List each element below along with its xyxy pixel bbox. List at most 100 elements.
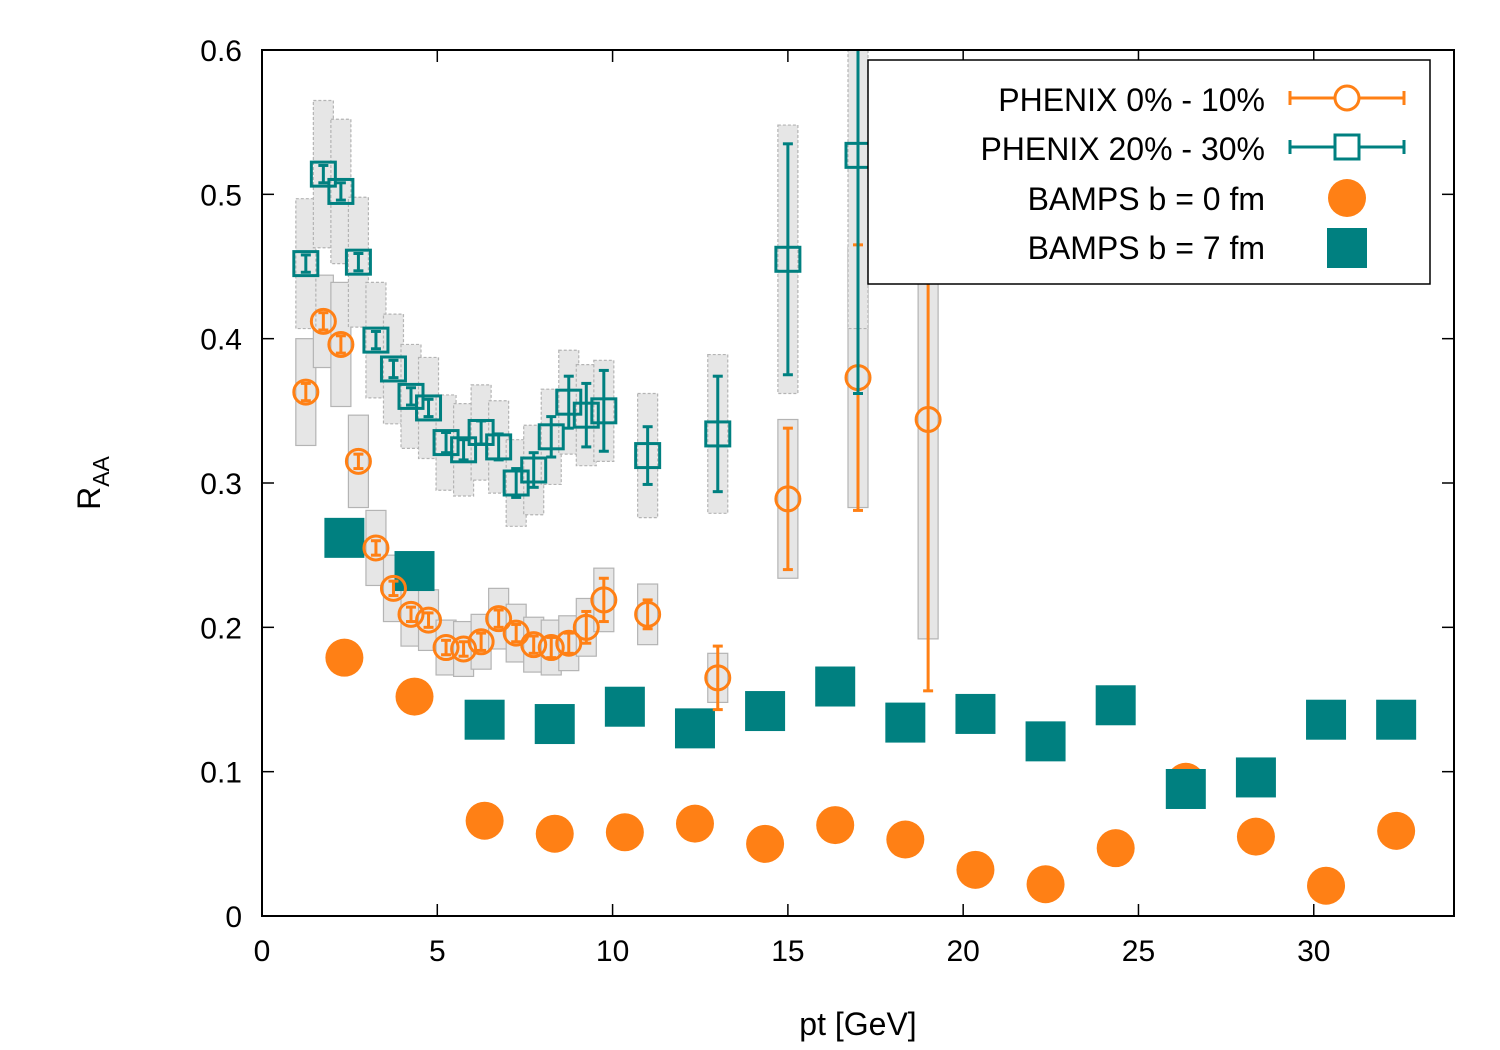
x-tick-label: 20: [946, 935, 979, 968]
phenix-mid-point: [634, 442, 662, 470]
phenix-mid-point: [432, 429, 460, 457]
phenix-mid-point: [467, 418, 495, 446]
legend-sample-open-square: [1333, 133, 1361, 161]
phenix-central-point: [450, 635, 478, 663]
phenix-mid-point: [344, 248, 372, 276]
y-tick-label: 0: [225, 901, 242, 934]
bamps-b7-point: [674, 708, 715, 749]
bamps-b7-point: [394, 551, 435, 592]
bamps-b0-point: [1307, 866, 1346, 905]
bamps-b0-point: [1026, 865, 1065, 904]
phenix-mid-point: [485, 433, 513, 461]
phenix-central-point: [467, 628, 495, 656]
bamps-b7-point: [1095, 685, 1136, 726]
bamps-b0-point: [535, 814, 574, 853]
phenix-mid-errorbar: [642, 425, 653, 486]
phenix-central-point: [520, 631, 548, 659]
phenix-mid-point: [450, 436, 478, 464]
x-tick-label: 0: [254, 935, 271, 968]
bamps-b7-point: [815, 666, 856, 707]
bamps-b7-point: [885, 702, 926, 743]
y-tick-label: 0.5: [200, 179, 242, 212]
x-tick-label: 25: [1122, 935, 1155, 968]
phenix-central-point: [704, 664, 732, 692]
legend: PHENIX 0% - 10% PHENIX 20% - 30% BAMPS b…: [867, 59, 1431, 285]
phenix-mid-errorbar: [300, 253, 311, 274]
bamps-b7-point: [534, 704, 575, 745]
phenix-mid-point: [327, 177, 355, 205]
phenix-central-errorbar: [712, 644, 723, 712]
y-axis-title-main: R: [71, 487, 107, 510]
bamps-b0-point: [605, 813, 644, 852]
legend-label-phenix-central: PHENIX 0% - 10%: [998, 82, 1265, 118]
x-tick-label: 5: [429, 935, 446, 968]
phenix-central-errorbar: [642, 598, 653, 631]
phenix-mid-point: [572, 401, 600, 429]
phenix-central-errorbar: [406, 605, 416, 624]
phenix-central-errorbar: [318, 311, 329, 332]
phenix-central-point: [397, 600, 425, 628]
phenix-central-errorbar: [476, 631, 487, 652]
phenix-central-point: [344, 447, 372, 475]
phenix-mid-errorbar: [388, 358, 399, 380]
phenix-mid-errorbar: [318, 163, 329, 185]
legend-sample-filled-circle: [1328, 179, 1366, 217]
phenix-central-errorbar: [335, 334, 346, 355]
phenix-mid-point: [309, 160, 337, 188]
phenix-mid-point: [774, 245, 802, 273]
bamps-b7-point: [604, 686, 645, 727]
legend-sample-open-circle: [1333, 84, 1361, 112]
phenix-central-errorbar: [370, 539, 381, 557]
phenix-mid-point: [379, 355, 407, 383]
phenix-mid-point: [415, 394, 443, 422]
phenix-central-point: [309, 307, 337, 335]
y-axis-ticks: 0 0.1 0.2 0.3 0.4 0.5 0.6: [200, 35, 1454, 934]
phenix-central-errorbar: [441, 638, 452, 657]
phenix-central-point: [485, 605, 513, 633]
phenix-central-point: [292, 378, 320, 406]
bamps-b0-point: [325, 638, 364, 677]
legend-label-bamps-b0: BAMPS b = 0 fm: [1028, 181, 1265, 217]
bamps-b0-point: [746, 824, 785, 863]
legend-label-bamps-b7: BAMPS b = 7 fm: [1028, 230, 1265, 266]
y-tick-label: 0.1: [200, 757, 242, 790]
bamps-b0-point: [1377, 811, 1416, 850]
bamps-b0-point: [1096, 829, 1135, 868]
bamps-b7-point: [1235, 757, 1276, 798]
data-markers: [292, 50, 1417, 905]
phenix-mid-point: [292, 250, 320, 278]
phenix-central-errorbar: [388, 579, 399, 598]
phenix-mid-errorbar: [511, 467, 522, 499]
bamps-b7-point: [464, 699, 505, 740]
bamps-b0-point: [465, 801, 504, 840]
phenix-mid-point: [537, 423, 565, 451]
x-tick-label: 15: [771, 935, 804, 968]
bamps-b0-point: [395, 677, 434, 716]
x-axis-title: pt [GeV]: [799, 1006, 916, 1042]
phenix-mid-errorbar: [335, 181, 346, 202]
phenix-mid-errorbar: [712, 374, 723, 494]
phenix-central-errorbar: [782, 426, 793, 572]
y-tick-label: 0.3: [200, 468, 242, 501]
y-tick-label: 0.2: [200, 612, 242, 645]
bamps-b7-point: [1165, 768, 1206, 809]
phenix-central-errorbar: [493, 608, 504, 629]
phenix-mid-errorbar: [563, 374, 574, 430]
phenix-central-point: [555, 629, 583, 657]
phenix-central-errorbar: [300, 381, 311, 403]
phenix-mid-errorbar: [782, 142, 793, 377]
phenix-central-point: [634, 600, 662, 628]
legend-samples: [1288, 84, 1406, 268]
bamps-b0-point: [1236, 817, 1275, 856]
x-axis-ticks: 0 5 10 15 20 25 30: [254, 50, 1330, 968]
bamps-b0-point: [886, 820, 925, 859]
phenix-mid-errorbar: [853, 50, 863, 396]
phenix-mid-errorbar: [370, 329, 381, 351]
phenix-central-errorbar: [528, 634, 539, 655]
legend-label-phenix-mid: PHENIX 20% - 30%: [980, 131, 1265, 167]
phenix-mid-errorbar: [581, 381, 592, 449]
y-axis-title-sub: AA: [88, 455, 114, 486]
phenix-central-point: [432, 634, 460, 662]
bamps-b7-point: [1376, 699, 1417, 740]
